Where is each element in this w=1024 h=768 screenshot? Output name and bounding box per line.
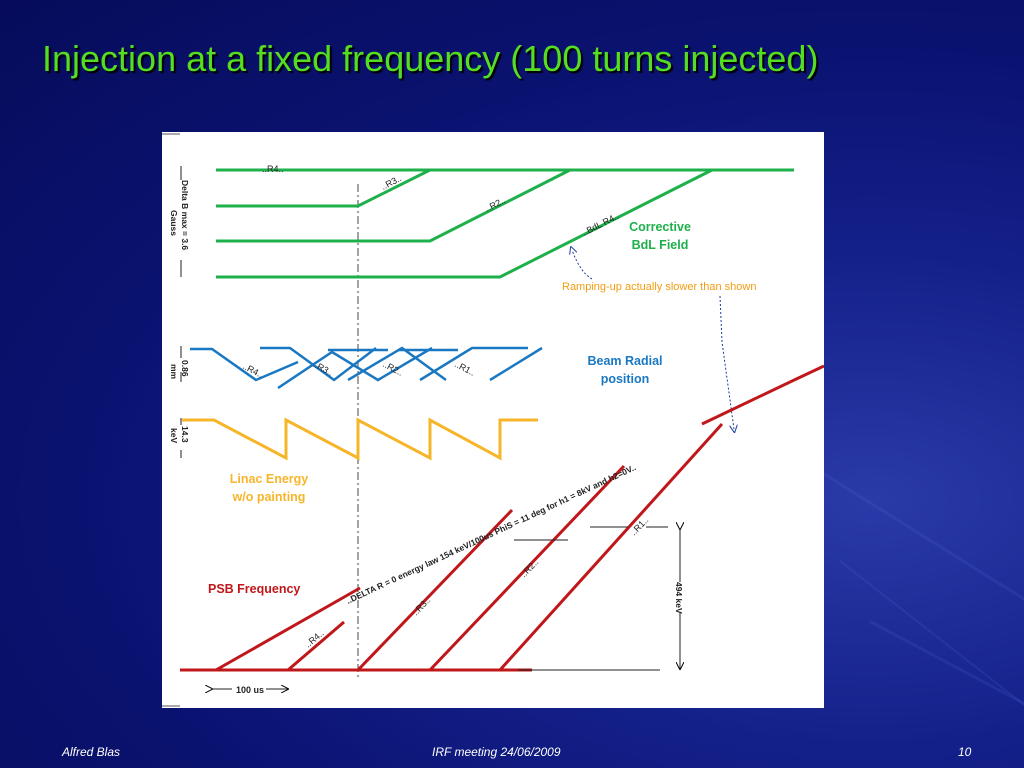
bdl-title-line2: BdL Field [632,238,689,252]
linac-energy-sawtooth [182,417,538,461]
footer-page-number: 10 [958,745,972,759]
bdl-line-r1 [216,168,713,279]
psb-frequency-lines [180,364,824,672]
slide-title: Injection at a fixed frequency (100 turn… [42,38,819,79]
time-span-label: 100 us [236,685,264,695]
background-streak [819,470,1024,611]
footer-meeting: IRF meeting 24/06/2009 [432,745,561,759]
bdl-label-r2: ..R2.. [483,195,507,214]
ramping-note-arrow-2 [719,295,734,429]
radial-axis-label-line1: 0.86 [180,360,190,377]
footer-author: Alfred Blas [62,745,121,759]
radial-title-line2: position [601,372,650,386]
radial-axis-label-line2: mm [169,364,179,380]
radial-label-r3: ..R3.. [311,359,335,378]
linac-title-line1: Linac Energy [230,472,309,486]
bdl-line-r2 [216,168,571,243]
psb-label-r2: ..R2.. [518,557,540,579]
bdl-axis-label-line1: Delta B max = 3.6 [180,180,190,250]
ramping-note-arrow [572,250,593,280]
ramping-note: Ramping-up actually slower than shown [562,281,756,293]
linac-title-line2: w/o painting [232,490,306,504]
beam-radial-lines [190,346,543,390]
energy-span-bracket [514,527,680,671]
background-streak [869,620,1024,727]
psb-energy-law-label: ..DELTA R = 0 energy law 154 keV/100us P… [345,462,638,606]
psb-title: PSB Frequency [208,582,300,596]
diagram-figure: ..R4.. ..R3.. ..R2.. ..BdL R4.. Delta B … [162,132,824,708]
bdl-field-lines [216,168,794,279]
bdl-title-line1: Corrective [629,220,691,234]
radial-title-line1: Beam Radial [587,354,662,368]
linac-axis-label-line2: keV [169,428,179,443]
diagram-svg: ..R4.. ..R3.. ..R2.. ..BdL R4.. Delta B … [162,133,824,707]
bdl-line-r3 [216,168,431,208]
linac-axis-label-line1: 14.3 [180,426,190,443]
bdl-label-r4: ..R4.. [262,164,284,174]
radial-label-r1: ..R1.. [453,359,477,378]
energy-span-label: 494 keV [674,582,684,614]
bdl-label-r1: ..BdL R4.. [580,211,620,238]
bdl-axis-label-line2: Gauss [169,210,179,236]
psb-label-r1: ..R1.. [628,515,650,537]
